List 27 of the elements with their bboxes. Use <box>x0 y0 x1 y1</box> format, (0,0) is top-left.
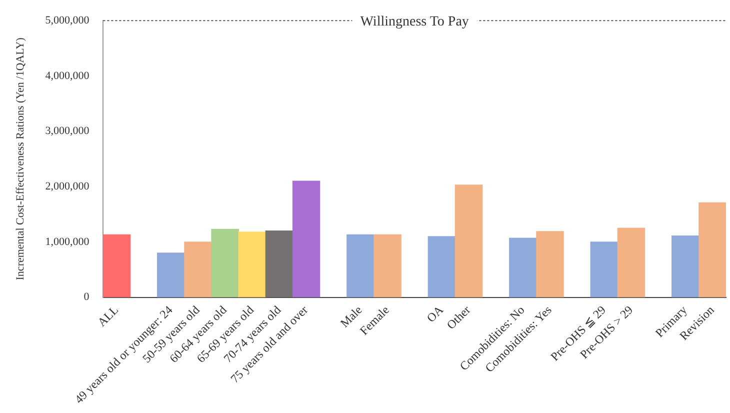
bar <box>346 234 374 298</box>
bar <box>617 228 646 298</box>
y-tick-label: 1,000,000 <box>45 236 90 248</box>
x-tick-label: ALL <box>94 302 122 330</box>
bar <box>157 252 185 298</box>
ref-line-label: Willingness To Pay <box>360 14 469 30</box>
bar <box>590 242 618 298</box>
bar <box>238 232 266 298</box>
bar <box>454 184 483 298</box>
bar <box>103 234 131 298</box>
y-tick-label: 3,000,000 <box>45 125 90 138</box>
bar <box>292 180 320 298</box>
y-tick-label: 4,000,000 <box>45 70 90 82</box>
bar <box>428 236 456 298</box>
bar <box>211 228 239 298</box>
y-tick-label: 5,000,000 <box>45 14 90 26</box>
bar <box>184 242 212 298</box>
y-tick-label: 2,000,000 <box>45 180 90 192</box>
bar <box>672 236 700 298</box>
bar <box>536 231 564 298</box>
y-tick-label: 0 <box>84 291 90 304</box>
x-tick-label: OA <box>424 302 446 325</box>
bar <box>374 234 402 298</box>
bar <box>265 230 294 298</box>
bar <box>698 202 726 298</box>
bar <box>509 238 537 298</box>
y-axis-title: Incremental Cost-Effectiveness Rations (Yen /1QALY) <box>14 37 26 280</box>
